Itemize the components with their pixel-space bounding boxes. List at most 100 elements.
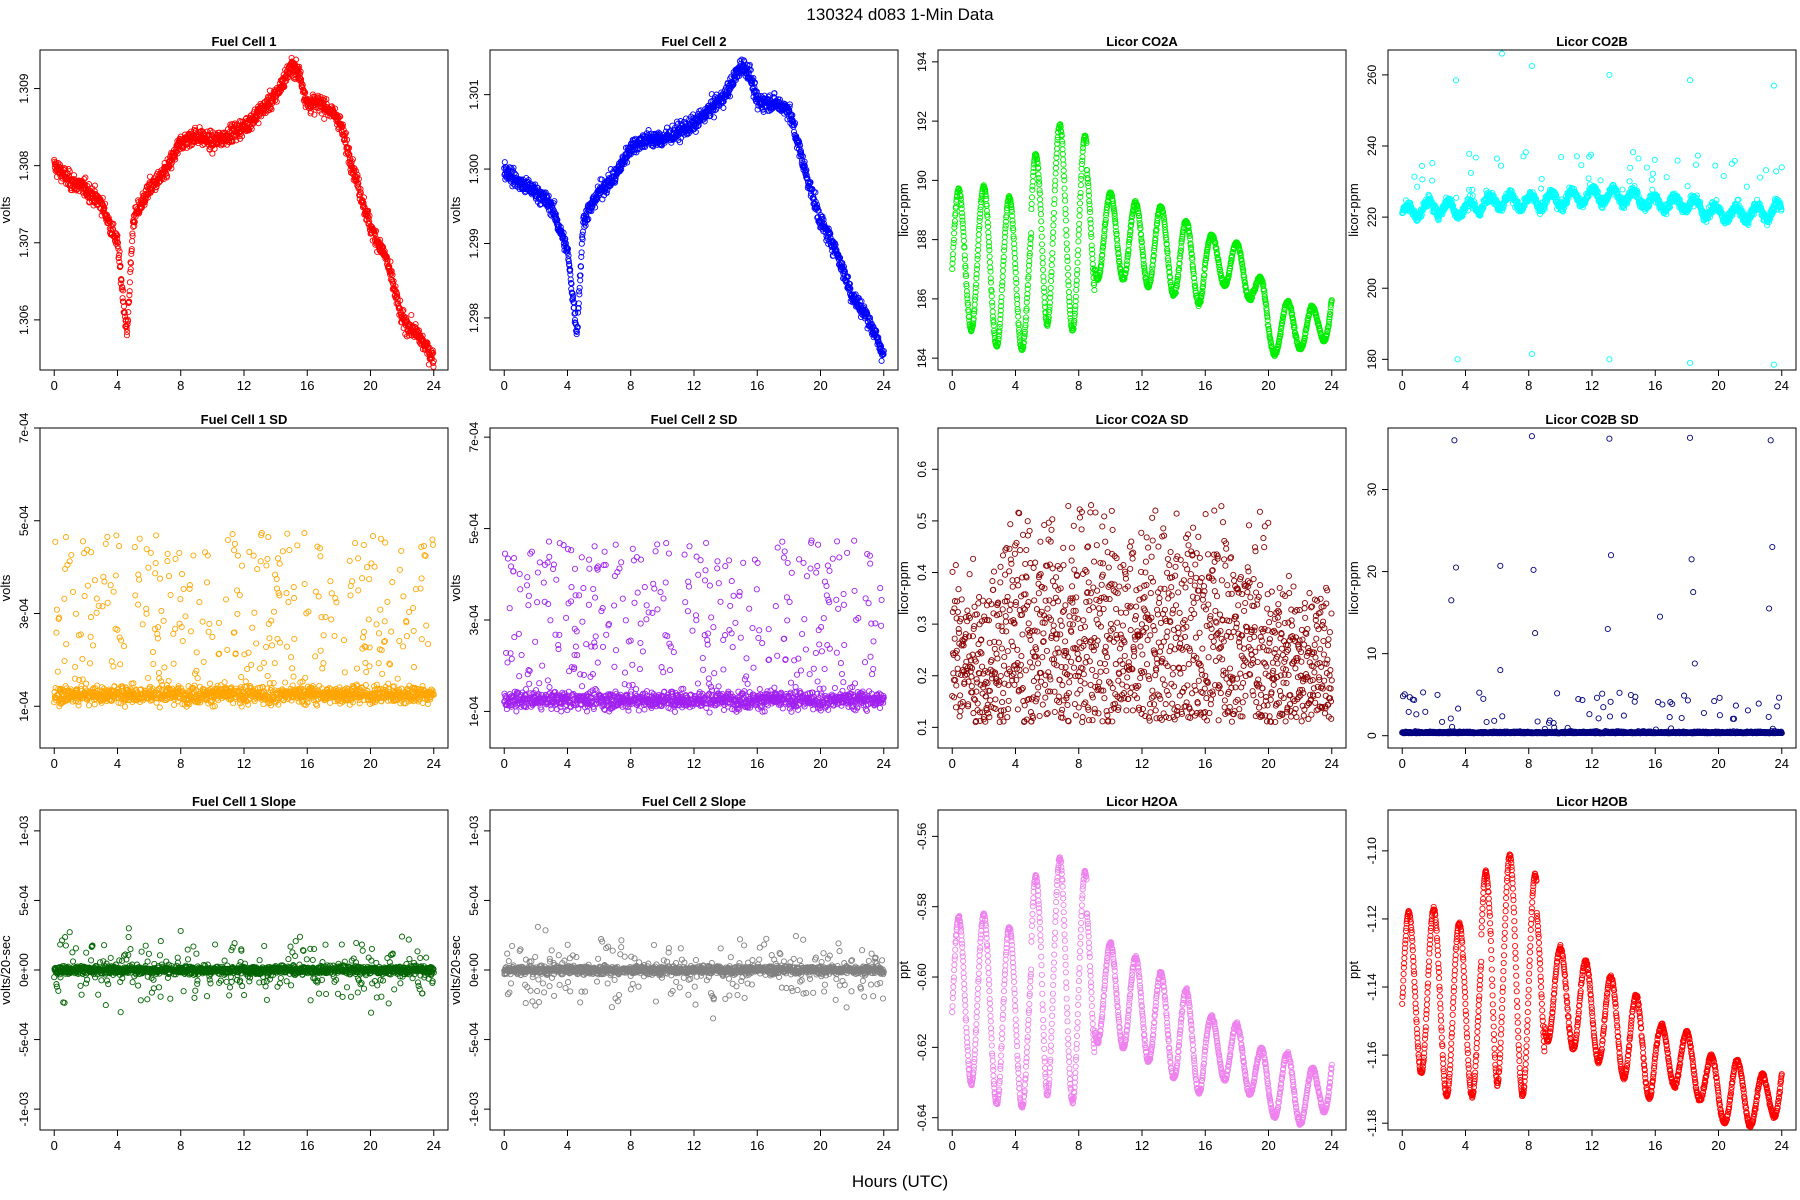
x-tick-label: 8 [1075,378,1082,393]
x-tick-label: 0 [51,378,58,393]
data-point [1013,286,1020,293]
data-point [55,160,62,167]
data-point [1049,250,1056,257]
data-point [951,218,958,225]
y-tick-label: 1.308 [17,150,31,180]
data-point [121,309,128,316]
data-points [1399,50,1785,368]
data-point [1041,294,1048,301]
data-point [1493,155,1500,162]
y-tick-label: 1.298 [467,303,481,333]
data-point [99,194,106,201]
data-point [1089,255,1096,262]
data-point [1079,153,1086,161]
data-point [408,311,415,319]
data-point [576,291,583,298]
data-point [1073,286,1080,293]
data-point [116,248,123,255]
data-point [1040,273,1047,280]
data-point [576,284,583,291]
data-point [999,273,1006,280]
data-point [1038,241,1046,248]
y-axis-label: volts [0,196,13,223]
data-point [1064,265,1071,272]
data-point [164,172,171,179]
x-tick-label: 16 [750,378,764,393]
data-point [125,309,132,316]
data-point [85,181,93,188]
data-point [1063,232,1070,239]
x-tick-label: 4 [114,378,121,393]
data-point [1076,200,1084,207]
data-point [1472,154,1479,161]
data-point [1037,211,1044,218]
data-point [1466,150,1473,157]
x-tick-label: 8 [1525,378,1532,393]
x-tick-label: 24 [1775,378,1789,393]
data-point [82,174,89,181]
data-point [1075,247,1082,254]
data-point [949,266,956,273]
data-point [1028,194,1036,201]
data-point [1060,167,1067,174]
x-tick-label: 16 [1648,378,1662,393]
data-point [1074,259,1081,266]
panel-title: Fuel Cell 2 [661,34,726,49]
data-point [1047,277,1055,285]
data-point [1050,215,1057,222]
y-tick-label: 1.301 [467,79,481,109]
x-tick-label: 20 [363,378,377,393]
data-point [1052,170,1059,177]
x-tick-label: 20 [813,378,827,393]
data-point [123,325,130,332]
data-point [119,295,126,302]
data-point [1011,255,1018,262]
y-axis-label: volts [448,196,463,223]
y-tick-label: 220 [1365,207,1379,227]
data-points [501,56,887,364]
data-point [951,230,958,237]
data-point [128,246,135,253]
data-point [973,281,980,288]
x-tick-label: 4 [564,378,571,393]
y-tick-label: 180 [1365,349,1379,369]
data-point [1087,225,1094,232]
data-point [1086,209,1094,216]
data-point [1050,209,1058,217]
data-point [1048,269,1055,276]
figure-xlabel: Hours (UTC) [852,1172,948,1191]
data-point [1063,246,1071,253]
y-tick-label: 1.306 [17,305,31,335]
y-tick-label: 188 [915,229,929,249]
data-point [986,259,993,266]
data-point [1414,183,1421,190]
data-point [119,284,126,291]
data-point [1077,182,1084,189]
data-point [1047,284,1054,292]
data-point [1038,233,1045,240]
data-point [1061,192,1068,199]
data-point [113,231,120,238]
x-tick-label: 4 [1012,378,1019,393]
data-point [127,260,135,267]
data-point [975,231,982,238]
y-tick-label: 186 [915,289,929,309]
data-point [999,267,1007,274]
data-point [1076,212,1083,219]
data-point [117,280,124,287]
data-point [1050,222,1057,229]
data-point [123,332,130,339]
x-tick-label: 24 [877,378,891,393]
data-point [989,302,996,310]
x-tick-label: 16 [300,378,314,393]
data-point [117,262,124,269]
x-tick-label: 0 [1399,378,1406,393]
data-point [114,243,121,250]
data-point [1014,295,1021,303]
data-point [1063,240,1070,247]
data-point [1469,186,1476,193]
